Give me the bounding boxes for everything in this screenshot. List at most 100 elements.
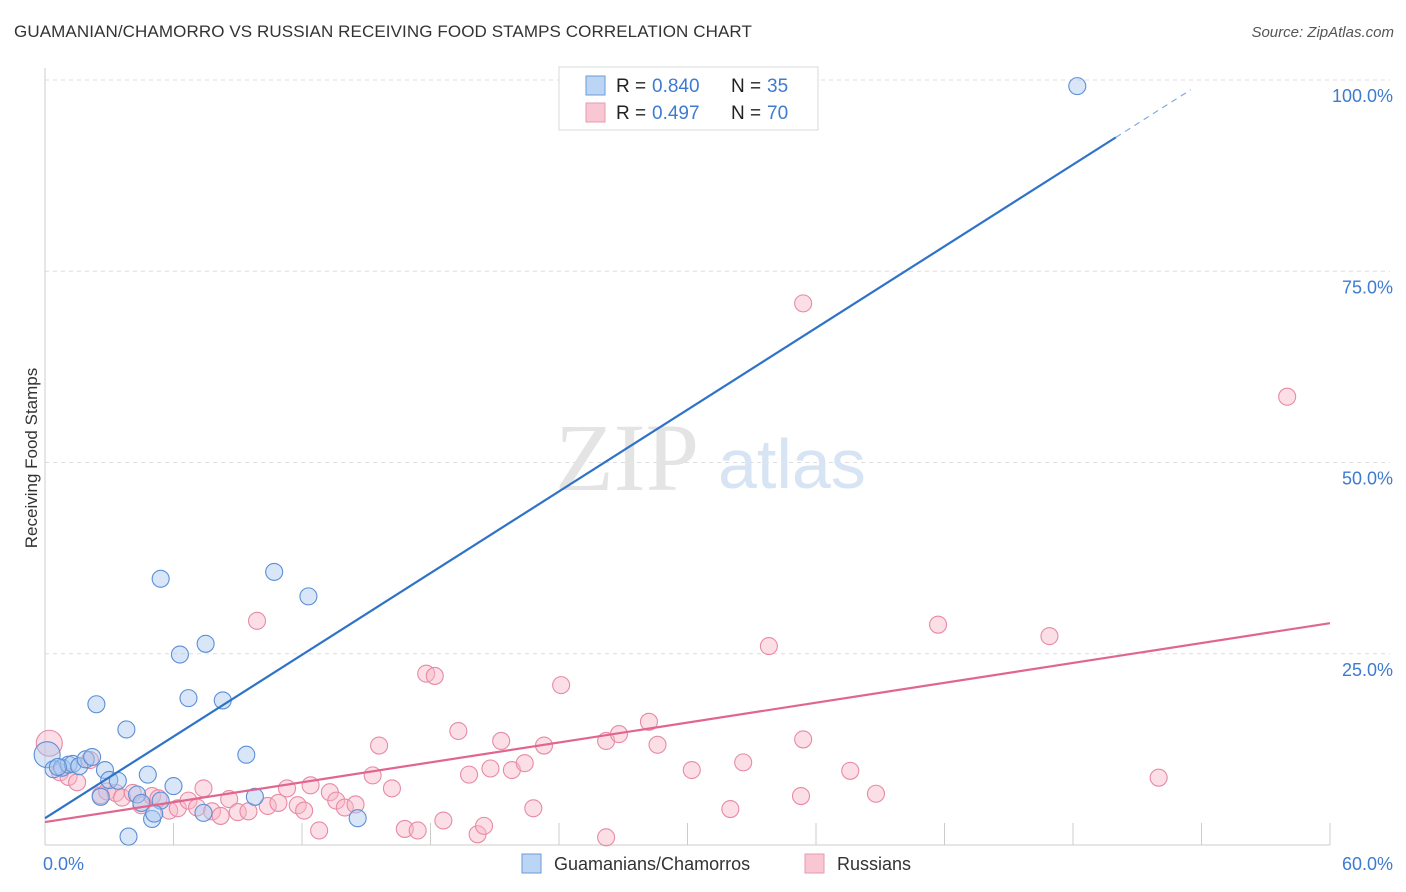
russians-point [346, 795, 365, 814]
series-legend-swatch-guamanians [521, 853, 542, 874]
russians-point [382, 779, 402, 798]
russians-point [247, 611, 267, 630]
guamanians-point [265, 562, 284, 581]
series-legend-swatch-russians [804, 853, 825, 874]
russians-point [791, 786, 811, 806]
guamanians-point [299, 587, 318, 606]
grid-lines [45, 79, 1390, 655]
guamanians-point [1068, 77, 1087, 96]
watermark-atlas: atlas [718, 425, 866, 503]
legend-r-value-pink: 0.497 [652, 103, 700, 124]
russians-point [269, 793, 288, 812]
guamanians-point [138, 765, 157, 784]
legend-n-value-blue: 35 [767, 76, 788, 97]
russians-point [258, 796, 277, 816]
legend-n-value-pink: 70 [767, 103, 788, 124]
guamanians-point [70, 757, 89, 776]
russians-point [277, 779, 297, 798]
x-axis-ticks [44, 823, 1331, 845]
russians-point [1040, 627, 1059, 646]
russians-point [524, 799, 543, 818]
guamanians-point [128, 785, 147, 804]
y-tick-label: 100.0% [1332, 86, 1393, 106]
guamanians-point [87, 695, 106, 714]
russians-point [794, 294, 813, 313]
russians-point [113, 788, 132, 807]
guamanians-point [194, 803, 213, 822]
legend-r-label-blue: R = [616, 76, 651, 97]
russians-point [459, 765, 479, 784]
x-tick-label-min: 0.0% [43, 854, 84, 874]
guamanians-point [117, 720, 136, 739]
russians-point [310, 821, 329, 840]
russians-point [211, 806, 230, 825]
russians-point [168, 799, 187, 818]
russians-point [35, 729, 63, 757]
russians-point [474, 816, 494, 835]
russians-point [866, 784, 886, 803]
y-tick-label: 50.0% [1342, 469, 1393, 489]
legend-swatch-blue [585, 75, 606, 96]
y-tick-labels: 25.0% 50.0% 75.0% 100.0% [1332, 86, 1393, 680]
russians-point [794, 730, 813, 749]
guamanians-point [145, 804, 164, 823]
y-tick-label: 25.0% [1342, 660, 1393, 680]
russians-point [552, 676, 571, 695]
guamanians-point [348, 809, 367, 828]
russians-point [841, 761, 860, 780]
trend-lines [44, 89, 1331, 824]
russians-point [759, 637, 778, 656]
watermark-zip: ZIP [555, 404, 699, 511]
russians-point [639, 712, 659, 731]
russians-point [597, 828, 616, 847]
guamanians-trend-line [44, 136, 1117, 820]
russians-trend-line [44, 622, 1331, 824]
series-legend-label-guamanians: Guamanians/Chamorros [554, 854, 750, 874]
russians-point [1149, 768, 1168, 787]
russians-point [492, 731, 511, 751]
guamanians-point [196, 634, 215, 653]
chart-title: GUAMANIAN/CHAMORRO VS RUSSIAN RECEIVING … [14, 22, 752, 41]
russians-point [734, 753, 753, 772]
guamanians-point [237, 745, 256, 764]
russians-point [408, 821, 427, 840]
guamanians-point [151, 569, 170, 588]
russians-point [194, 779, 213, 798]
russians-point [449, 721, 468, 741]
guamanians-point [119, 827, 138, 846]
legend-n-label-blue: N = [731, 76, 766, 97]
russians-point [481, 759, 500, 778]
source-label: Source: ZipAtlas.com [1251, 24, 1394, 41]
guamanians-point [164, 777, 183, 796]
russians-points [35, 294, 1297, 847]
x-tick-label-max: 60.0% [1342, 854, 1393, 874]
guamanians-trend-extension [1115, 89, 1192, 138]
series-legend: Guamanians/Chamorros Russians [521, 853, 911, 874]
guamanians-points [33, 77, 1087, 846]
guamanians-point [170, 645, 189, 664]
russians-point [335, 798, 354, 817]
legend-r-value-blue: 0.840 [652, 76, 700, 97]
legend-r-label-pink: R = [616, 103, 651, 124]
russians-point [425, 666, 444, 685]
guamanians-point [179, 689, 198, 708]
series-legend-label-russians: Russians [837, 854, 911, 874]
russians-point [929, 615, 948, 634]
russians-point [68, 773, 87, 792]
russians-point [648, 735, 667, 754]
russians-point [721, 799, 740, 819]
russians-point [434, 811, 453, 830]
guamanians-point [95, 760, 115, 780]
guamanians-point [91, 787, 110, 806]
guamanians-point [48, 757, 67, 777]
legend-n-label-pink: N = [731, 103, 766, 124]
y-axis-label: Receiving Food Stamps [22, 368, 41, 548]
legend-swatch-pink [585, 102, 606, 123]
russians-point [682, 760, 701, 780]
russians-point [295, 801, 314, 820]
russians-point [1278, 387, 1297, 406]
guamanians-point [83, 747, 102, 767]
stats-legend: R = 0.840 N = 35 R = 0.497 N = 70 [558, 66, 819, 131]
russians-point [515, 754, 534, 773]
